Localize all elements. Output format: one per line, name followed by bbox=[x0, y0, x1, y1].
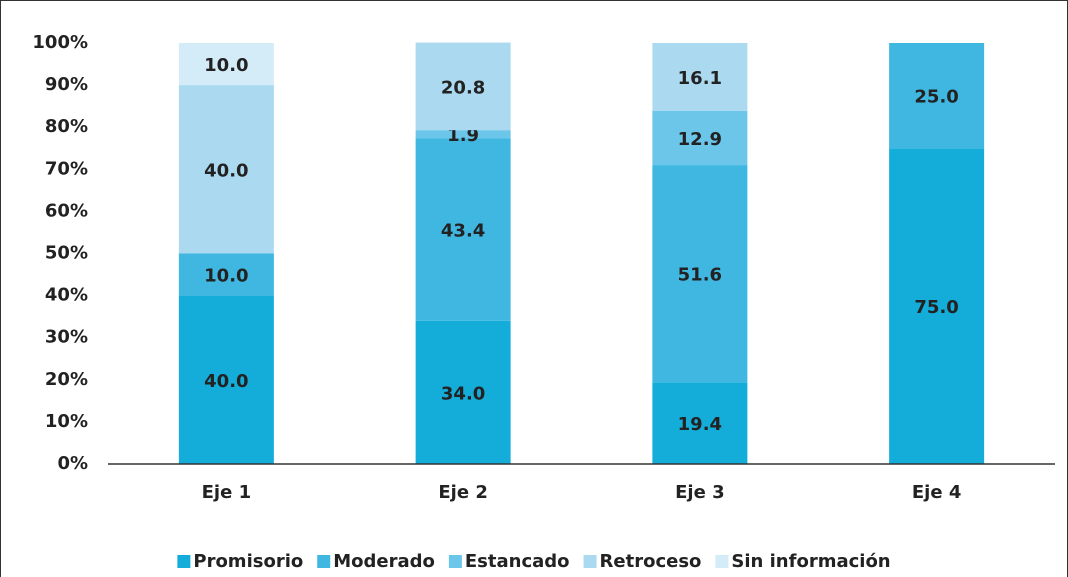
value-label: 51.6 bbox=[678, 265, 722, 286]
x-tick-label: Eje 3 bbox=[675, 482, 724, 503]
y-tick-label: 100% bbox=[32, 32, 88, 53]
bar-segment bbox=[415, 42, 511, 131]
legend-label: Sin información bbox=[731, 551, 890, 572]
y-tick-label: 80% bbox=[45, 116, 88, 137]
x-tick-label: Eje 4 bbox=[912, 482, 961, 503]
bar-segment bbox=[415, 138, 511, 321]
y-tick-label: 10% bbox=[45, 411, 88, 432]
bar-segment bbox=[178, 253, 274, 296]
bar-segment bbox=[889, 148, 985, 464]
y-tick-label: 70% bbox=[45, 158, 88, 179]
x-tick-label: Eje 2 bbox=[438, 482, 487, 503]
y-tick-label: 40% bbox=[45, 285, 88, 306]
legend-label: Promisorio bbox=[193, 551, 303, 572]
y-tick-label: 20% bbox=[45, 369, 88, 390]
bar-segment bbox=[415, 130, 511, 139]
value-label: 12.9 bbox=[678, 129, 722, 150]
legend-swatch bbox=[583, 555, 597, 568]
value-label: 43.4 bbox=[441, 221, 485, 242]
bar-segment bbox=[652, 110, 748, 166]
bar-segment bbox=[652, 165, 748, 383]
value-label: 16.1 bbox=[678, 68, 722, 89]
value-label: 10.0 bbox=[204, 55, 248, 76]
value-label: 20.8 bbox=[441, 77, 485, 98]
legend-swatch bbox=[177, 555, 191, 568]
bar-segment bbox=[652, 382, 748, 464]
legend-swatch bbox=[448, 555, 462, 568]
bar-segment bbox=[652, 43, 748, 111]
y-tick-label: 50% bbox=[45, 243, 88, 264]
x-tick-label: Eje 1 bbox=[202, 482, 251, 503]
value-label: 34.0 bbox=[441, 383, 485, 404]
value-label: 1.9 bbox=[447, 125, 479, 146]
legend-label: Estancado bbox=[465, 551, 570, 572]
value-label: 10.0 bbox=[204, 266, 248, 287]
value-label: 25.0 bbox=[914, 87, 958, 108]
value-label: 19.4 bbox=[678, 414, 722, 435]
y-tick-label: 90% bbox=[45, 74, 88, 95]
value-label: 40.0 bbox=[204, 371, 248, 392]
legend-label: Moderado bbox=[333, 551, 435, 572]
legend-swatch bbox=[317, 555, 331, 568]
value-label: 40.0 bbox=[204, 160, 248, 181]
y-tick-label: 60% bbox=[45, 200, 88, 221]
bar-segment bbox=[889, 43, 985, 149]
bar-segment bbox=[178, 295, 274, 464]
bar-segment bbox=[415, 320, 511, 464]
value-label: 75.0 bbox=[914, 297, 958, 318]
legend-swatch bbox=[715, 555, 729, 568]
y-tick-label: 0% bbox=[57, 453, 88, 474]
y-tick-label: 30% bbox=[45, 327, 88, 348]
legend-label: Retroceso bbox=[600, 551, 702, 572]
bar-segment bbox=[178, 43, 274, 86]
bar-segment bbox=[178, 85, 274, 254]
